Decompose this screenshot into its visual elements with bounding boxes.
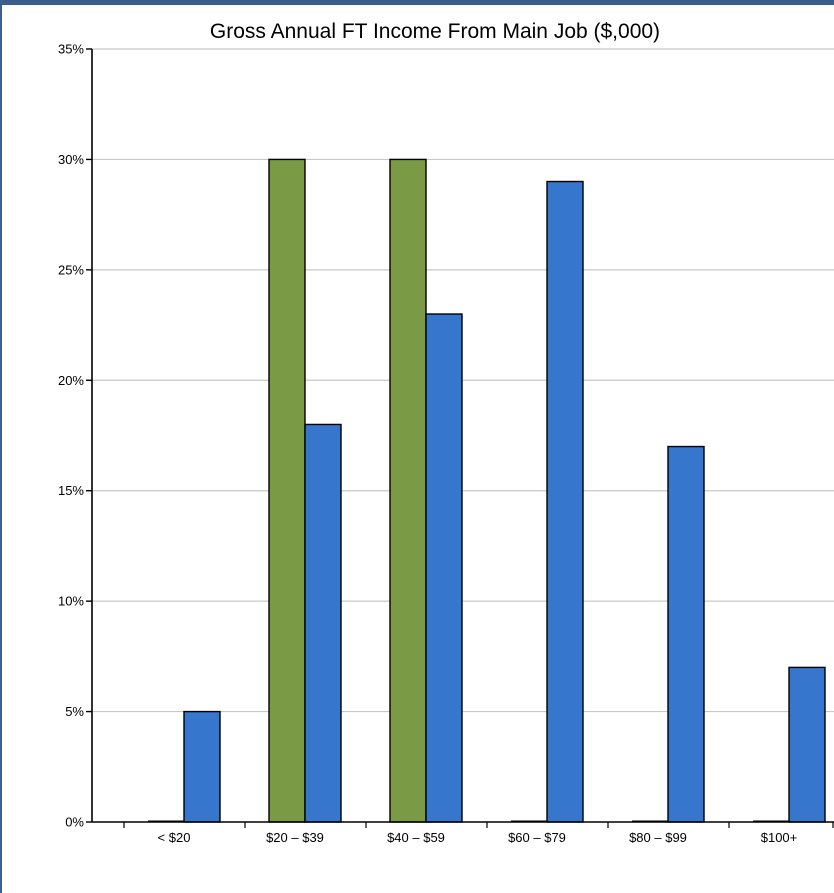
bar-series1 — [268, 158, 306, 823]
bar-series1 — [389, 158, 427, 823]
y-tick-labels: 0% 5% 10% 15% 20% 25% 30% 35% — [58, 42, 84, 830]
bar-series2 — [788, 666, 826, 823]
x-tick-label: $100+ — [761, 830, 798, 845]
bar-series2 — [304, 423, 342, 823]
y-tick-label: 10% — [58, 594, 84, 609]
chart-title: Gross Annual FT Income From Main Job ($,… — [210, 20, 660, 43]
y-tick-label: 20% — [58, 373, 84, 388]
x-tick-label: $60 – $79 — [508, 830, 566, 845]
y-tick-label: 0% — [65, 815, 84, 830]
y-tick-label: 5% — [65, 704, 84, 719]
bars — [148, 158, 826, 823]
grid-lines — [92, 48, 834, 713]
x-tick-label: $40 – $59 — [387, 830, 445, 845]
x-tick-label: $20 – $39 — [266, 830, 324, 845]
y-tick-label: 30% — [58, 152, 84, 167]
y-tick-label: 35% — [58, 42, 84, 57]
x-tick-labels: < $20 $20 – $39 $40 – $59 $60 – $79 $80 – $9… — [158, 830, 798, 845]
x-tick-label: $80 – $99 — [629, 830, 687, 845]
bar-series2 — [425, 313, 463, 823]
bar-series2 — [667, 445, 705, 823]
bar-series2 — [183, 710, 221, 823]
x-tick-label: < $20 — [158, 830, 191, 845]
y-tick-label: 25% — [58, 262, 84, 277]
y-tick-label: 15% — [58, 483, 84, 498]
axes — [86, 48, 834, 828]
bar-series2 — [546, 180, 584, 823]
